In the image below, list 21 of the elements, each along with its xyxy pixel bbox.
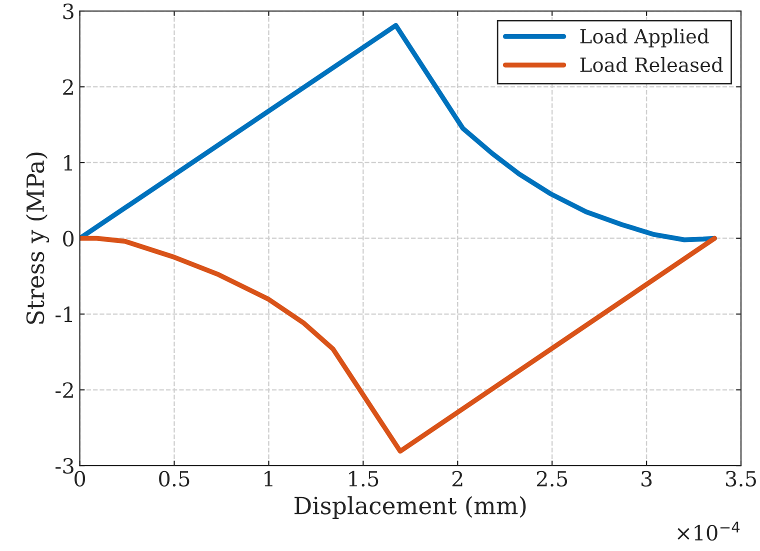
x-tick-label: 3.5 (726, 470, 756, 487)
y-tick-label: -1 (56, 306, 72, 322)
x-tick-label: 1.5 (349, 470, 378, 487)
x-tick-label: 3 (642, 470, 652, 487)
y-tick-label: 1 (64, 155, 72, 170)
y-tick-label: 3 (63, 3, 74, 20)
x-tick-label: 0.5 (159, 470, 190, 487)
x-tick-label: 2.5 (536, 470, 568, 487)
text: ×10$^{−4}$ (678, 522, 740, 541)
legend-label: Load Applied (580, 28, 709, 48)
legend-label: Load Released (580, 57, 723, 72)
x-tick-label: 2 (452, 470, 462, 486)
y-tick-label: 2 (63, 79, 73, 95)
line-series (80, 236, 717, 454)
x-axis-title: Displacement (mm) (294, 496, 526, 520)
y-tick-label: -3 (56, 458, 74, 474)
y-axis-title: Stress y (MPa) (26, 152, 50, 324)
y-tick-label: -2 (56, 382, 73, 398)
y-tick-label: 0 (63, 230, 74, 247)
x-tick-label: 1 (264, 470, 272, 486)
x-tick-label: 0 (74, 470, 86, 487)
